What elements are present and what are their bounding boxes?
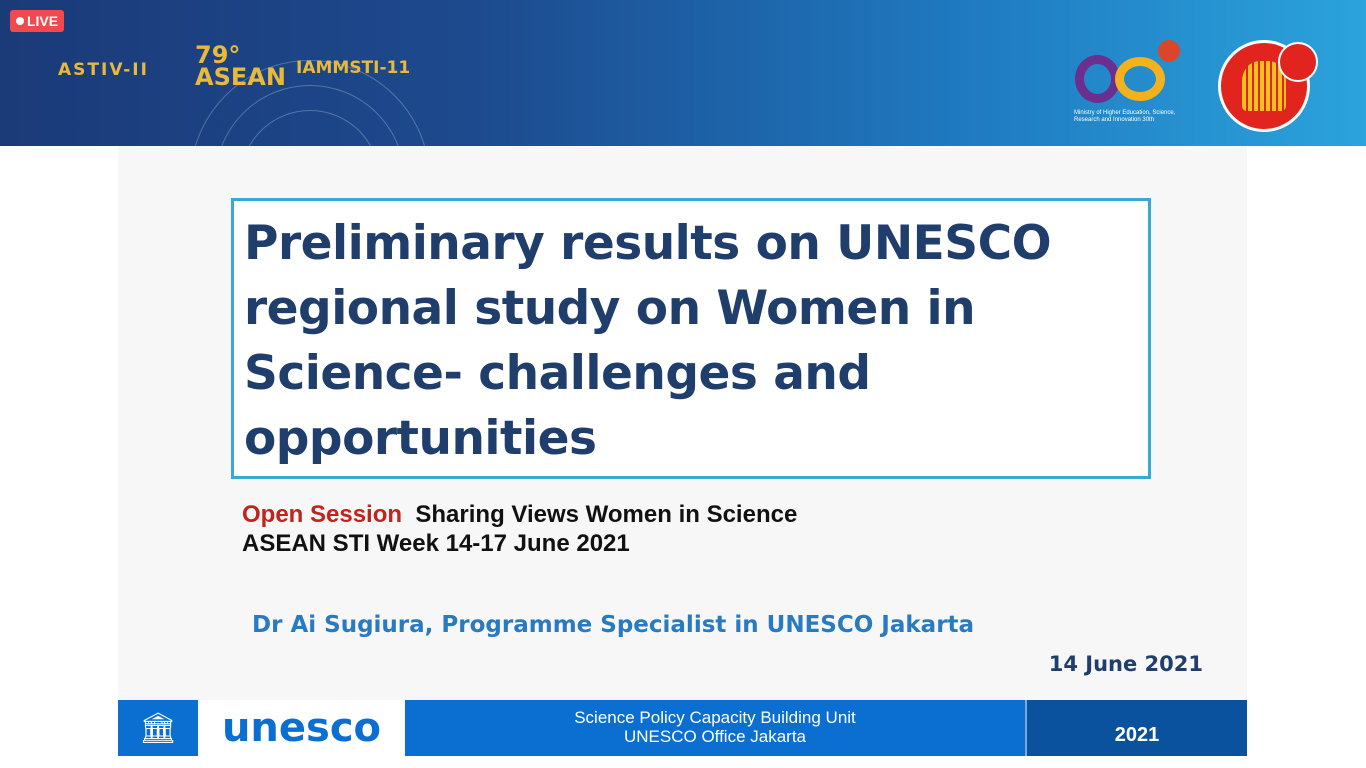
- slide-title: Preliminary results on UNESCO regional s…: [244, 216, 1052, 466]
- event-banner: LIVE ASTIV-II 79° ASEAN IAMMSTI-11 Minist…: [0, 0, 1366, 146]
- live-dot-icon: [15, 17, 24, 25]
- live-badge: LIVE: [10, 10, 64, 32]
- session-name: Sharing Views Women in Science: [415, 501, 798, 528]
- asean-small-emblem: [1278, 42, 1318, 82]
- session-line: Open Session Sharing Views Women in Scie…: [242, 501, 797, 529]
- unesco-temple-icon: 🏛: [138, 711, 178, 745]
- iammsti-logo: IAMMSTI-11: [296, 58, 411, 78]
- ministry-name: Ministry of Higher Education, Science, R…: [1074, 110, 1176, 123]
- unit-line1: Science Policy Capacity Building Unit: [574, 708, 856, 727]
- presenter: Dr Ai Sugiura, Programme Specialist in U…: [252, 612, 975, 638]
- unit-line2: UNESCO Office Jakarta: [623, 727, 807, 746]
- unesco-logo: unesco: [198, 700, 405, 756]
- session-label: Open Session: [242, 501, 403, 528]
- unit-name: Science Policy Capacity Building Unit UN…: [405, 700, 1025, 756]
- slide-date: 14 June 2021: [1048, 652, 1203, 676]
- ministry-emblem-icon: [1158, 40, 1180, 62]
- footer-year: 2021: [1025, 700, 1247, 756]
- event-line: ASEAN STI Week 14-17 June 2021: [242, 530, 630, 557]
- astiv-logo: ASTIV-II: [58, 60, 149, 80]
- live-label: LIVE: [26, 13, 59, 29]
- slide-footer: 🏛 unesco Science Policy Capacity Buildin…: [118, 700, 1247, 756]
- presentation-slide: Preliminary results on UNESCO regional s…: [118, 146, 1247, 756]
- title-box: Preliminary results on UNESCO regional s…: [231, 198, 1151, 479]
- asean-costi-logo: 79° ASEAN: [195, 41, 286, 91]
- ministry-30-logo: [1075, 55, 1165, 105]
